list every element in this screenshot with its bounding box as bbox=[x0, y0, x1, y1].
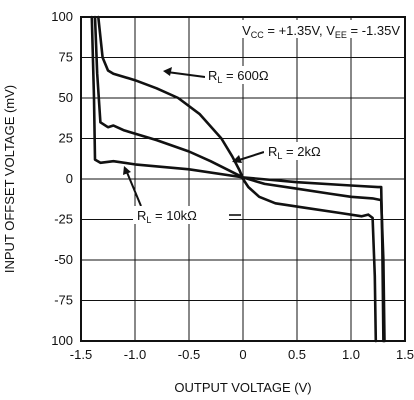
y-axis-label: INPUT OFFSET VOLTAGE (mV) bbox=[2, 85, 17, 273]
label-10k-ohm-background bbox=[133, 206, 229, 224]
y-tick-label: 25 bbox=[59, 131, 73, 146]
supply-label-background bbox=[228, 20, 402, 38]
vee-symbol: V bbox=[326, 23, 335, 38]
label-600-ohm-r: R bbox=[208, 68, 217, 83]
vcc-symbol: V bbox=[242, 23, 251, 38]
arrowhead-600-ohm bbox=[163, 67, 172, 76]
x-tick-labels: -1.5 -1.0 -0.5 0 0.5 1.0 1.5 bbox=[70, 347, 414, 362]
label-2k-ohm-value: = 2kΩ bbox=[282, 144, 321, 159]
label-10k-ohm-r: R bbox=[137, 208, 146, 223]
annotation-2k-ohm: RL = 2kΩ bbox=[232, 142, 336, 163]
label-600-ohm-sub: L bbox=[217, 75, 222, 85]
x-tick-label: 0 bbox=[239, 347, 246, 362]
label-10k-ohm-sub: L bbox=[146, 215, 151, 225]
x-axis-label: OUTPUT VOLTAGE (V) bbox=[174, 380, 311, 395]
label-2k-ohm-r: R bbox=[268, 144, 277, 159]
series-600-ohm-line bbox=[97, 15, 378, 343]
series-2k-ohm-line bbox=[93, 15, 386, 343]
vee-subscript: EE bbox=[335, 30, 347, 40]
y-tick-labels: 100 75 50 25 0 -25 -50 -75 100 bbox=[51, 9, 73, 348]
y-tick-label: 0 bbox=[66, 171, 73, 186]
vcc-value: = +1.35V, bbox=[264, 23, 326, 38]
x-tick-label: 1.5 bbox=[396, 347, 414, 362]
y-tick-label: 75 bbox=[59, 50, 73, 65]
annotation-10k-ohm: RL = 10kΩ bbox=[123, 166, 241, 225]
label-600-ohm: RL = 600Ω bbox=[208, 68, 269, 85]
y-tick-label: -75 bbox=[54, 293, 73, 308]
arrowhead-10k-ohm bbox=[123, 166, 131, 175]
x-tick-label: 0.5 bbox=[288, 347, 306, 362]
y-tick-label: -25 bbox=[54, 212, 73, 227]
x-tick-label: 1.0 bbox=[342, 347, 360, 362]
y-tick-label: 100 bbox=[51, 333, 73, 348]
series-10k-ohm-line bbox=[90, 15, 385, 343]
arrow-10k-ohm bbox=[125, 169, 142, 207]
x-tick-label: -0.5 bbox=[178, 347, 200, 362]
label-10k-ohm-value: = 10kΩ bbox=[151, 208, 197, 223]
y-tick-label: 100 bbox=[51, 9, 73, 24]
label-2k-ohm: RL = 2kΩ bbox=[268, 144, 321, 161]
vee-value: = -1.35V bbox=[347, 23, 400, 38]
y-tick-label: -50 bbox=[54, 252, 73, 267]
series-layer bbox=[90, 15, 386, 343]
label-2k-ohm-background bbox=[264, 142, 336, 160]
arrow-600-ohm bbox=[166, 71, 206, 78]
label-600-ohm-value: = 600Ω bbox=[222, 68, 269, 83]
vcc-subscript: CC bbox=[251, 30, 264, 40]
plot-frame bbox=[80, 16, 406, 342]
label-600-ohm-background bbox=[205, 66, 275, 84]
x-tick-label: -1.0 bbox=[124, 347, 146, 362]
label-2k-ohm-sub: L bbox=[277, 151, 282, 161]
grid bbox=[80, 16, 406, 342]
arrowhead-2k-ohm bbox=[232, 155, 242, 163]
y-tick-label: 50 bbox=[59, 90, 73, 105]
supply-voltage-label: VCC = +1.35V, VEE = -1.35V bbox=[242, 23, 400, 40]
label-10k-ohm: RL = 10kΩ bbox=[137, 208, 197, 225]
x-tick-label: -1.5 bbox=[70, 347, 92, 362]
annotation-600-ohm: RL = 600Ω bbox=[163, 66, 275, 85]
